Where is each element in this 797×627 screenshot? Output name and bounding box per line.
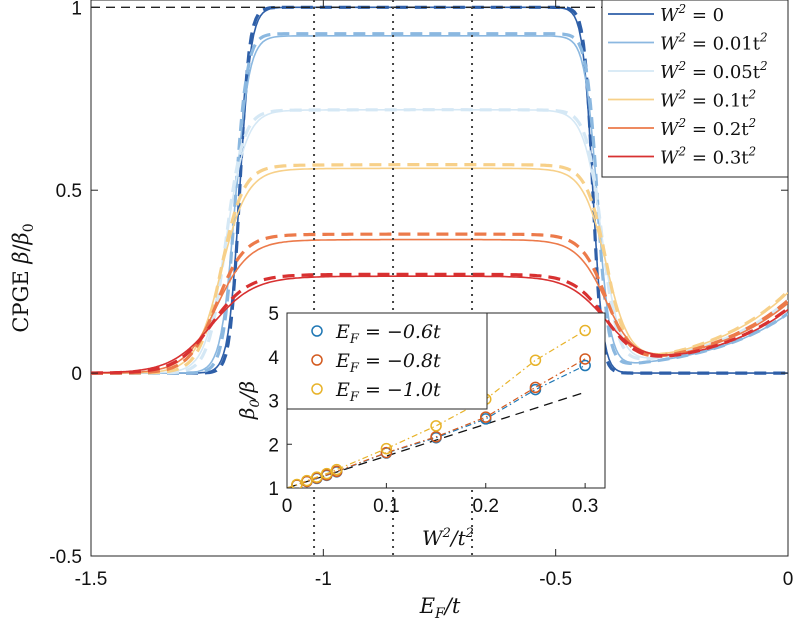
inset-point-1	[380, 446, 393, 459]
y-tick-label: -0.5	[49, 547, 82, 568]
series-solid-1	[91, 35, 788, 374]
inset-x-tick-label: 0.3	[572, 496, 598, 517]
inset-legend-items: EF = −0.6t EF = −0.8t EF = −1.0t	[311, 321, 441, 405]
inset-legend-marker-0	[311, 325, 323, 337]
inset-point-1	[430, 431, 442, 443]
inset-fit-line-1	[287, 358, 586, 488]
inset-y-tick-label: 2	[268, 435, 279, 456]
series-solid-5	[91, 275, 788, 374]
inset-y-tick-label: 3	[268, 392, 279, 413]
inset-y-axis-label: β0/β	[235, 381, 263, 420]
inset-x-tick-label: 0	[282, 496, 293, 517]
inset-legend-label-1: EF = −0.8t	[335, 350, 441, 376]
inset-point-2	[291, 478, 303, 488]
inset-point-2	[430, 420, 442, 432]
main-legend: W2 = 0 W2 = 0.01t2 W2 = 0.05t2 W2 = 0.1t2 W2…	[601, 0, 789, 178]
inset-legend-label-2: EF = −1.0t	[335, 379, 441, 405]
inset-point-2	[301, 474, 313, 487]
inset-series-group	[287, 324, 591, 488]
inset-y-tick-label: 1	[268, 479, 279, 500]
inset-point-2	[330, 463, 343, 476]
inset-point-2	[579, 324, 591, 337]
inset-reference-line	[287, 391, 586, 488]
legend-label-3: W2 = 0.1t2	[660, 88, 756, 112]
y-tick-label: 0.5	[56, 181, 82, 202]
x-tick-label: 0	[783, 569, 794, 590]
inset-x-axis-label: W2/t2	[422, 526, 474, 550]
inset-legend: EF = −0.6t EF = −0.8t EF = −1.0t	[286, 312, 488, 410]
inset-point-1	[579, 353, 591, 365]
inset-y-tick-label: 5	[268, 304, 279, 325]
inset-x-tick-label: 0.2	[473, 496, 499, 517]
inset-axis-ticks: 0 0.1 0.2 0.3 1 2 3 4 5	[268, 304, 598, 517]
main-legend-box	[601, 0, 789, 178]
y-tick-label: 1	[71, 0, 82, 19]
y-axis-label: CPGE β/β0	[9, 223, 37, 332]
inset-point-2	[529, 354, 542, 366]
x-tick-label: -1	[315, 569, 332, 590]
inset-fit-line-2	[287, 329, 586, 488]
inset-x-tick-label: 0.1	[373, 496, 399, 517]
legend-label-4: W2 = 0.2t2	[660, 116, 756, 140]
main-legend-items: W2 = 0 W2 = 0.01t2 W2 = 0.05t2 W2 = 0.1t2 W2…	[608, 2, 768, 169]
x-axis-label: EF/t	[419, 594, 461, 622]
inset-point-1	[529, 381, 542, 394]
main-axis-ticks: -1.5 -1 -0.5 0 -0.5 0 0.5 1	[49, 0, 793, 590]
inset-y-tick-label: 4	[268, 348, 279, 369]
y-tick-label: 0	[71, 364, 82, 385]
inset-point-0	[579, 359, 591, 372]
x-tick-label: -1.5	[75, 569, 108, 590]
series-solid-3	[91, 167, 788, 374]
inset-point-1	[480, 411, 492, 423]
legend-label-5: W2 = 0.3t2	[660, 145, 756, 169]
inset-point-2	[311, 471, 323, 483]
legend-label-0: W2 = 0	[660, 2, 724, 26]
legend-label-2: W2 = 0.05t2	[660, 59, 768, 83]
x-tick-label: -0.5	[539, 569, 572, 590]
inset-legend-marker-2	[311, 383, 323, 395]
series-dashed-1	[91, 32, 788, 375]
legend-label-1: W2 = 0.01t2	[660, 31, 768, 55]
inset-point-2	[321, 467, 333, 480]
inset-legend-marker-1	[311, 354, 323, 366]
inset-point-2	[380, 442, 393, 455]
inset-legend-label-0: EF = −0.6t	[335, 321, 441, 347]
